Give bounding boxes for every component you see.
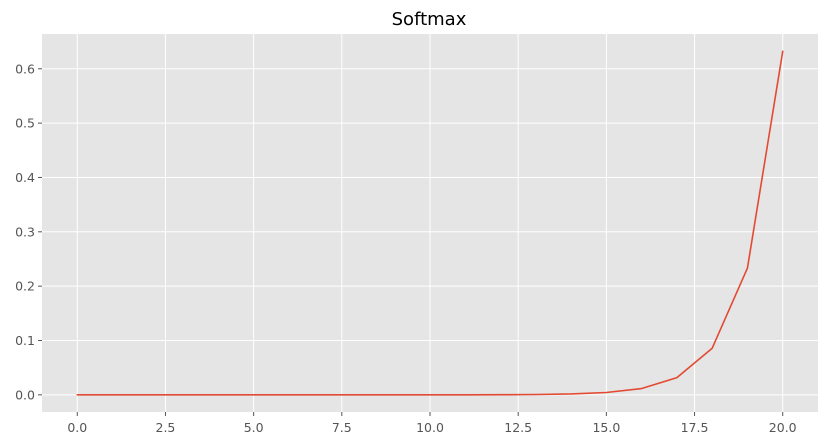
- x-tick-label: 20.0: [769, 420, 797, 435]
- chart-title: Softmax: [392, 9, 467, 30]
- series-line: [76, 50, 784, 396]
- y-tick-label: 0.6: [15, 61, 35, 76]
- x-tick-label: 7.5: [332, 420, 352, 435]
- y-tick-label: 0.5: [15, 116, 35, 131]
- x-tick-label: 0.0: [67, 420, 87, 435]
- x-tick-label: 10.0: [416, 420, 444, 435]
- x-tick-label: 12.5: [504, 420, 532, 435]
- series-layer: [76, 50, 784, 396]
- y-tick-label: 0.1: [15, 333, 35, 348]
- x-tick-label: 15.0: [592, 420, 620, 435]
- y-tick-label: 0.0: [15, 387, 35, 402]
- y-tick-label: 0.3: [15, 224, 35, 239]
- x-tick-label: 17.5: [681, 420, 709, 435]
- y-tick-label: 0.2: [15, 279, 35, 294]
- x-tick-label: 5.0: [244, 420, 264, 435]
- y-axis-ticks: 0.0 0.1 0.2 0.3 0.4 0.5 0.6: [15, 61, 42, 402]
- x-axis-ticks: 0.0 2.5 5.0 7.5 10.0 12.5 15.0 17.5 20.0: [67, 412, 797, 435]
- x-tick-label: 2.5: [156, 420, 176, 435]
- y-tick-label: 0.4: [15, 170, 35, 185]
